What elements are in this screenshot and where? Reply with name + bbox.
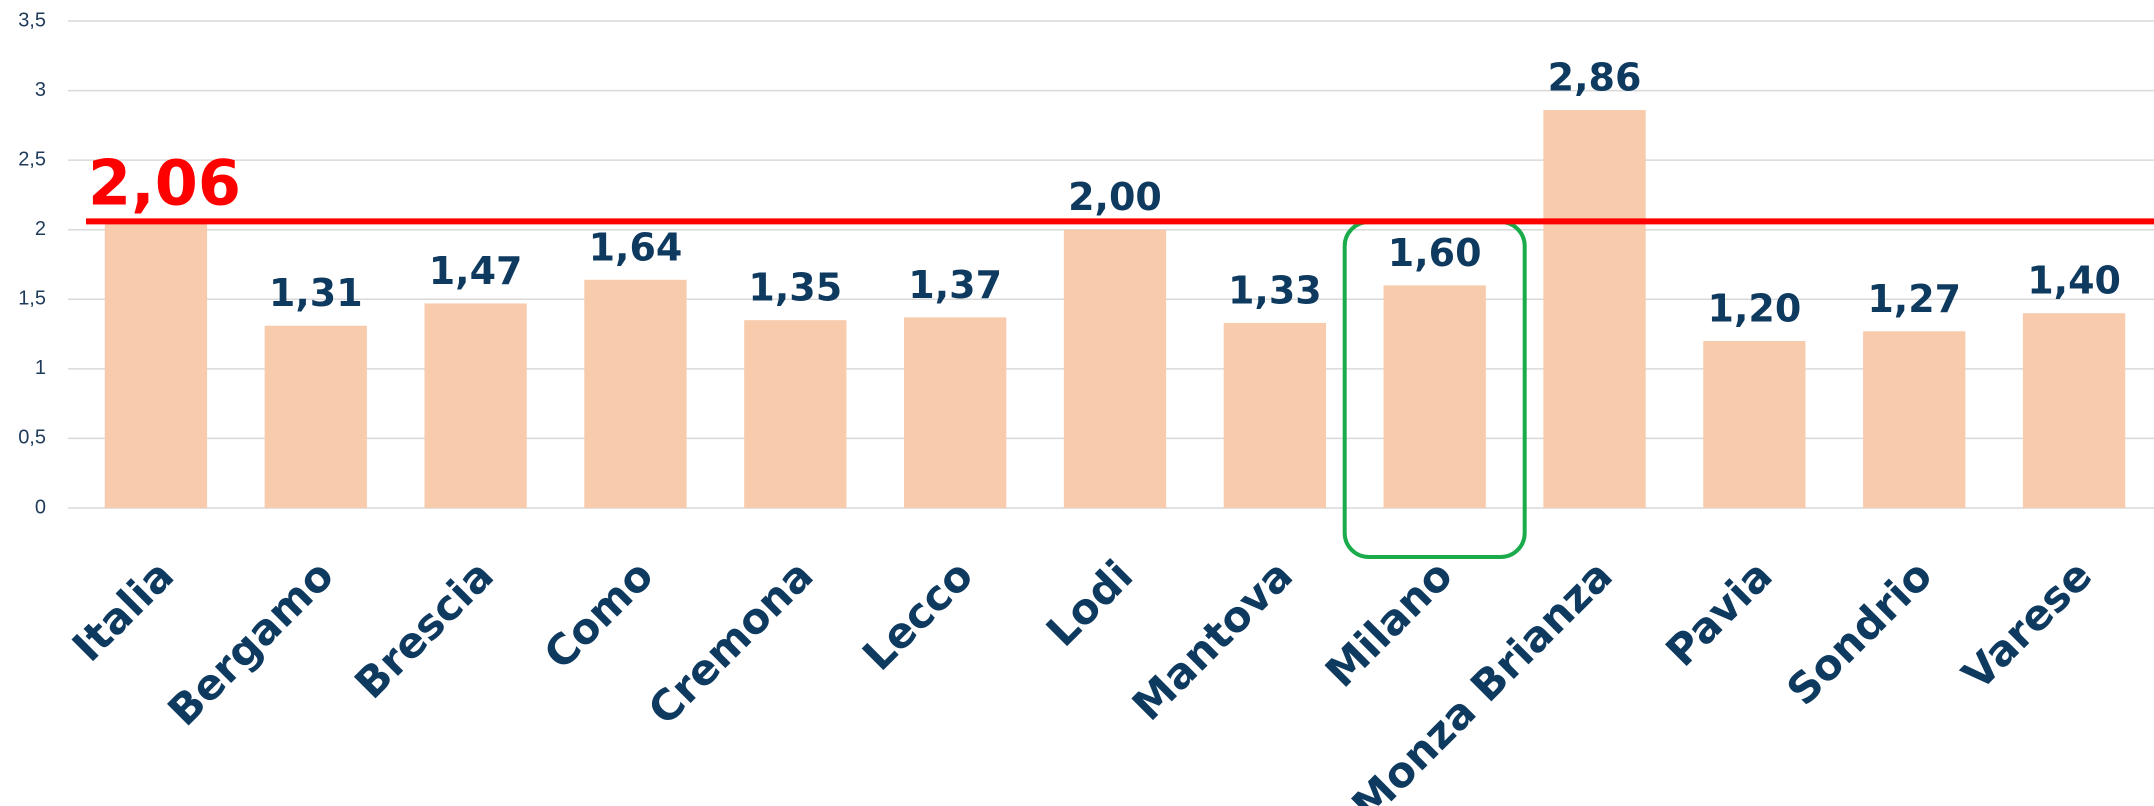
x-tick-label: Mantova	[1123, 551, 1302, 730]
bar	[104, 221, 208, 508]
y-tick-label: 1,5	[18, 288, 46, 310]
y-tick-label: 3	[35, 79, 46, 101]
data-label: 1,40	[2027, 259, 2121, 303]
bar	[1543, 110, 1646, 509]
data-label: 1,20	[1708, 287, 1802, 331]
x-tick-label: Pavia	[1656, 551, 1781, 676]
data-label: 2,86	[1548, 56, 1642, 100]
x-tick-label: Como	[534, 551, 662, 679]
data-label: 1,27	[1867, 277, 1961, 321]
x-tick-label: Varese	[1953, 551, 2102, 700]
bar	[1863, 331, 1966, 508]
data-label: 1,33	[1228, 268, 1322, 312]
bar	[1383, 285, 1486, 508]
x-tick-label: Brescia	[345, 551, 503, 709]
x-tick-label: Italia	[63, 551, 183, 671]
bar	[1223, 322, 1326, 508]
bar	[1703, 341, 1806, 508]
reference-label: 2,06	[88, 146, 241, 219]
bar	[1063, 229, 1167, 508]
y-tick-label: 1	[35, 357, 46, 379]
y-tick-label: 0,5	[18, 427, 46, 449]
x-tick-label: Lodi	[1037, 551, 1142, 656]
data-label: 2,00	[1068, 175, 1162, 219]
data-label: 1,47	[429, 249, 523, 293]
x-tick-label: Milano	[1316, 551, 1462, 697]
x-tick-label: Cremona	[639, 551, 823, 735]
y-tick-label: 0	[35, 496, 46, 518]
bar	[264, 325, 367, 508]
x-tick-label: Lecco	[853, 551, 982, 680]
data-label: 1,31	[269, 271, 363, 315]
bar	[744, 320, 847, 508]
y-tick-label: 2,5	[18, 148, 46, 170]
data-label: 1,35	[748, 266, 842, 310]
bar	[424, 303, 527, 508]
data-label: 1,37	[908, 263, 1002, 307]
y-tick-label: 2	[35, 218, 46, 240]
bar	[2022, 313, 2126, 508]
bar	[584, 279, 687, 508]
data-label: 1,60	[1388, 231, 1482, 275]
x-tick-label: Monza Brianza	[1342, 551, 1621, 806]
data-label: 1,64	[589, 225, 683, 269]
x-tick-label: Bergamo	[158, 551, 343, 736]
bar	[904, 317, 1007, 508]
x-tick-label: Sondrio	[1777, 551, 1941, 715]
y-tick-label: 3,5	[18, 9, 46, 31]
